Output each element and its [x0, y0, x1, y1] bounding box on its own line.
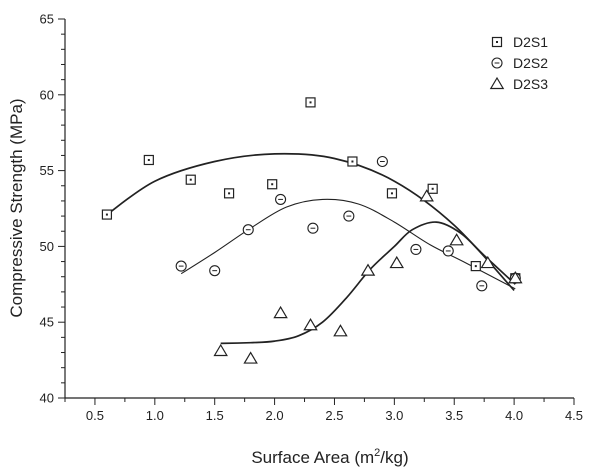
- data-point-circle: [410, 243, 422, 255]
- fit-curve-triangle: [220, 221, 516, 345]
- data-point-circle: [175, 260, 187, 272]
- x-tick-label: 3.5: [445, 408, 463, 423]
- data-point-triangle: [389, 255, 404, 269]
- data-point-circle: [476, 280, 488, 292]
- x-tick-label: 4.5: [565, 408, 583, 423]
- square-marker-dot: [189, 178, 192, 181]
- data-point-triangle: [213, 343, 228, 357]
- square-marker-dot: [309, 101, 312, 104]
- square-marker-dot: [271, 183, 274, 186]
- x-tick-label: 2.0: [266, 408, 284, 423]
- y-axis: 40 45 50 55 60 65: [40, 12, 65, 406]
- data-point-circle: [307, 222, 319, 234]
- data-markers: [101, 97, 523, 364]
- legend-label: D2S2: [513, 55, 548, 71]
- data-point-triangle: [273, 305, 288, 319]
- legend-marker-triangle: [489, 76, 505, 90]
- plot-frame: [64, 19, 574, 399]
- data-point-triangle: [303, 318, 318, 331]
- y-tick-label: 45: [40, 315, 54, 330]
- square-marker-dot: [105, 213, 108, 216]
- data-point-square: [223, 188, 235, 199]
- y-tick-label: 60: [40, 87, 54, 102]
- legend-marker-circle: [491, 57, 503, 69]
- legend-marker-square: [491, 36, 503, 48]
- fit-curves: [106, 152, 516, 345]
- square-marker-dot: [474, 265, 477, 268]
- x-axis: 0.5 1.0 1.5 2.0 2.5 3.0 3.5 4.0 4.5: [64, 398, 583, 423]
- data-point-triangle: [419, 189, 434, 202]
- data-point-circle: [242, 224, 254, 236]
- data-point-square: [267, 179, 278, 190]
- data-point-triangle: [508, 271, 523, 284]
- square-marker-dot: [390, 192, 393, 195]
- x-tick-label: 0.5: [86, 408, 104, 423]
- square-marker-dot: [431, 187, 434, 190]
- data-point-circle: [376, 155, 388, 168]
- square-marker-dot: [228, 192, 231, 195]
- data-point-square: [101, 209, 113, 220]
- data-point-triangle: [333, 324, 348, 337]
- data-point-circle: [442, 245, 454, 257]
- data-point-square: [347, 156, 358, 167]
- data-point-triangle: [449, 233, 464, 246]
- y-tick-label: 65: [40, 12, 54, 27]
- data-point-triangle: [480, 255, 496, 269]
- data-point-square: [386, 188, 398, 199]
- x-axis-label-superscript: 2: [374, 447, 380, 459]
- data-point-square: [305, 97, 316, 108]
- x-axis-label: Surface Area (m2/kg): [251, 447, 408, 467]
- data-point-circle: [343, 210, 355, 222]
- data-point-square: [470, 261, 481, 272]
- x-tick-label: 3.0: [385, 408, 403, 423]
- data-point-square: [143, 154, 154, 166]
- x-tick-label: 2.5: [325, 408, 343, 423]
- y-tick-label: 40: [40, 391, 54, 406]
- data-point-circle: [209, 265, 221, 277]
- square-marker-dot: [496, 41, 498, 43]
- data-point-triangle: [243, 351, 258, 364]
- y-tick-label: 55: [40, 163, 54, 178]
- x-tick-label: 4.0: [505, 408, 523, 423]
- x-tick-label: 1.5: [206, 408, 224, 423]
- legend-label: D2S1: [513, 34, 548, 50]
- x-axis-label-end: /kg): [380, 448, 408, 467]
- square-marker-dot: [351, 160, 354, 163]
- data-point-square: [185, 174, 196, 185]
- data-point-triangle: [360, 263, 376, 276]
- x-tick-label: 1.0: [146, 408, 164, 423]
- x-axis-label-main: Surface Area (m: [251, 448, 374, 467]
- square-marker-dot: [147, 158, 150, 161]
- data-point-circle: [275, 193, 287, 205]
- y-tick-label: 50: [40, 239, 54, 254]
- legend: D2S1 D2S2 D2S3: [489, 34, 548, 92]
- y-axis-label: Compressive Strength (MPa): [7, 98, 26, 317]
- data-point-square: [427, 183, 438, 194]
- legend-label: D2S3: [513, 76, 548, 92]
- fit-curve-square: [106, 152, 515, 291]
